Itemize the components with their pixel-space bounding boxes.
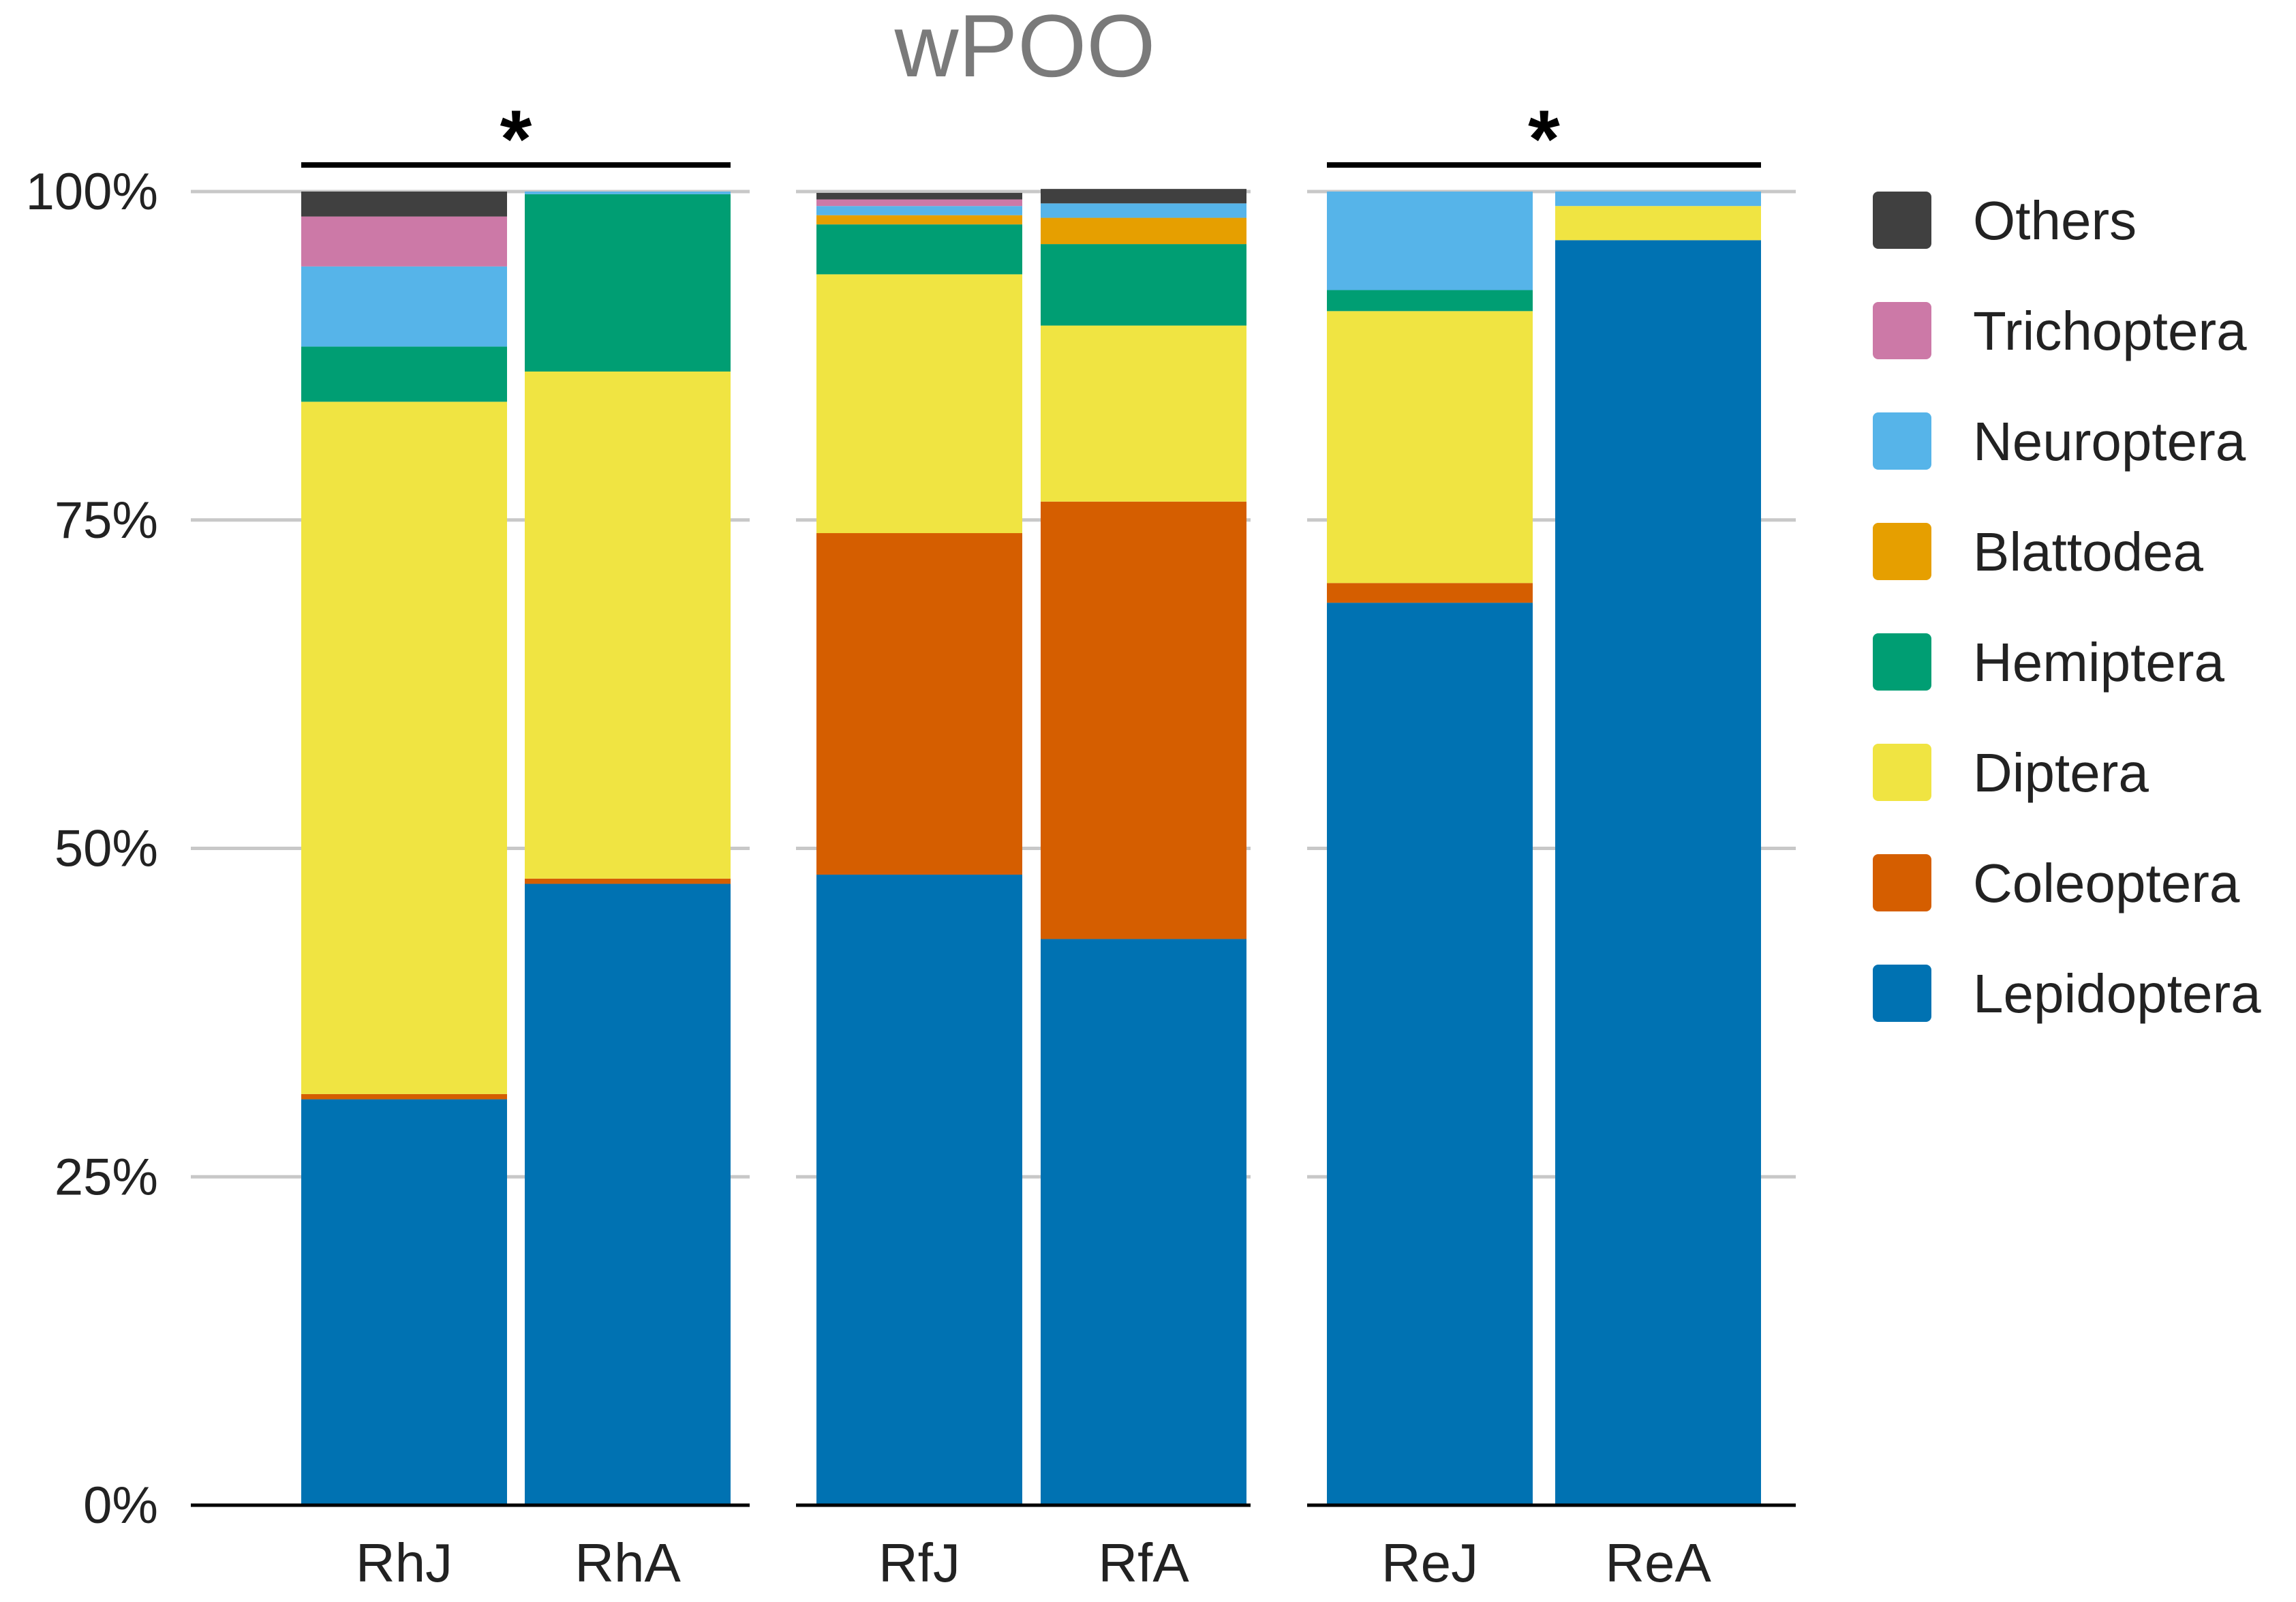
- legend-label-trichoptera: Trichoptera: [1973, 301, 2247, 361]
- legend-swatch-diptera: [1873, 744, 1931, 801]
- bar-segment-trichoptera-rhj: [301, 216, 507, 267]
- bar-segment-blattodea-rfj: [816, 215, 1022, 225]
- x-tick-label: ReJ: [1381, 1532, 1478, 1593]
- bar-segment-neuroptera-rej: [1327, 192, 1533, 290]
- bar-segment-diptera-rhj: [301, 402, 507, 1094]
- x-tick-label: RhJ: [356, 1532, 453, 1593]
- x-tick-label: RfJ: [878, 1532, 960, 1593]
- bar-segment-lepidoptera-rej: [1327, 603, 1533, 1505]
- bar-segment-trichoptera-rfj: [816, 199, 1022, 207]
- bars: [301, 189, 1761, 1505]
- bar-segment-blattodea-rfa: [1041, 217, 1246, 245]
- significance-asterisk: *: [1528, 93, 1560, 185]
- legend: Others Trichoptera Neuroptera Blattodea Hemi…: [1873, 190, 2261, 1024]
- bar-segment-coleoptera-rfj: [816, 533, 1022, 875]
- legend-label-others: Others: [1973, 190, 2137, 251]
- legend-label-hemiptera: Hemiptera: [1973, 632, 2225, 693]
- bar-segment-coleoptera-rha: [525, 878, 731, 884]
- legend-label-blattodea: Blattodea: [1973, 522, 2204, 582]
- legend-swatch-blattodea: [1873, 523, 1931, 580]
- legend-label-neuroptera: Neuroptera: [1973, 411, 2246, 472]
- bar-segment-diptera-rea: [1555, 206, 1761, 241]
- legend-swatch-hemiptera: [1873, 633, 1931, 691]
- legend-swatch-others: [1873, 192, 1931, 249]
- y-tick-label: 100%: [26, 163, 158, 221]
- bar-segment-lepidoptera-rea: [1555, 240, 1761, 1505]
- bar-segment-neuroptera-rea: [1555, 192, 1761, 207]
- legend-swatch-lepidoptera: [1873, 965, 1931, 1022]
- bar-segment-hemiptera-rfj: [816, 224, 1022, 275]
- bar-segment-others-rhj: [301, 192, 507, 217]
- bar-segment-diptera-rfa: [1041, 325, 1246, 502]
- bar-segment-neuroptera-rha: [525, 192, 731, 194]
- x-tick-label: ReA: [1605, 1532, 1711, 1593]
- bar-segment-hemiptera-rhj: [301, 346, 507, 402]
- bar-segment-lepidoptera-rfa: [1041, 939, 1246, 1505]
- bar-segment-neuroptera-rfa: [1041, 203, 1246, 218]
- bar-segment-hemiptera-rha: [525, 194, 731, 372]
- legend-label-diptera: Diptera: [1973, 742, 2149, 803]
- legend-swatch-trichoptera: [1873, 302, 1931, 359]
- bar-segment-coleoptera-rfa: [1041, 501, 1246, 939]
- bar-segment-lepidoptera-rhj: [301, 1099, 507, 1505]
- bar-segment-coleoptera-rhj: [301, 1093, 507, 1100]
- x-tick-label: RhA: [575, 1532, 681, 1593]
- y-tick-label: 0%: [83, 1477, 158, 1535]
- bar-segment-others-rfa: [1041, 189, 1246, 204]
- bar-segment-diptera-rfj: [816, 274, 1022, 534]
- bar-segment-coleoptera-rej: [1327, 583, 1533, 603]
- legend-label-coleoptera: Coleoptera: [1973, 853, 2240, 913]
- bar-segment-diptera-rej: [1327, 311, 1533, 584]
- significance-annotations: * *: [301, 93, 1761, 185]
- bar-segment-neuroptera-rfj: [816, 206, 1022, 215]
- legend-swatch-neuroptera: [1873, 412, 1931, 470]
- bar-segment-hemiptera-rej: [1327, 290, 1533, 312]
- significance-asterisk: *: [500, 93, 532, 185]
- y-tick-label: 25%: [55, 1148, 158, 1206]
- y-tick-label: 75%: [55, 492, 158, 549]
- bar-segment-lepidoptera-rfj: [816, 875, 1022, 1505]
- chart-title: wPOO: [894, 0, 1156, 95]
- bar-segment-diptera-rha: [525, 371, 731, 879]
- y-tick-label: 50%: [55, 820, 158, 878]
- axes: RhJ RhA RfJ RfA ReJ ReA: [191, 1503, 1796, 1593]
- x-tick-label: RfA: [1098, 1532, 1189, 1593]
- bar-segment-neuroptera-rhj: [301, 266, 507, 347]
- bar-segment-lepidoptera-rha: [525, 883, 731, 1505]
- bar-segment-hemiptera-rfa: [1041, 244, 1246, 326]
- legend-label-lepidoptera: Lepidoptera: [1973, 963, 2261, 1024]
- legend-swatch-coleoptera: [1873, 854, 1931, 911]
- bar-segment-others-rfj: [816, 192, 1022, 200]
